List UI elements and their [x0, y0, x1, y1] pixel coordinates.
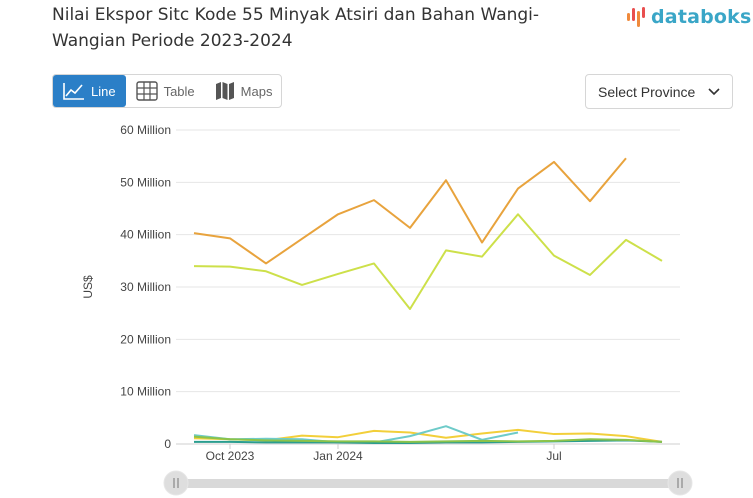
chart-title: Nilai Ekspor Sitc Kode 55 Minyak Atsiri …: [52, 5, 540, 51]
scrollbar-right-handle[interactable]: [667, 470, 693, 496]
x-tick-label: Jan 2024: [313, 449, 363, 463]
brand-name: databoks: [651, 6, 752, 28]
series-line-5[interactable]: [194, 439, 663, 444]
x-tick-label: Oct 2023: [206, 449, 255, 463]
y-tick-label: 0: [164, 437, 171, 451]
province-select-label: Select Province: [598, 83, 696, 100]
province-select[interactable]: Select Province: [585, 74, 733, 109]
series-line-1[interactable]: [193, 157, 627, 265]
tab-maps[interactable]: Maps: [205, 75, 283, 107]
series-line-2[interactable]: [193, 213, 663, 310]
drag-handle-icon: [173, 478, 179, 488]
line-chart-icon: [63, 83, 84, 100]
y-tick-label: 20 Million: [120, 332, 171, 346]
y-tick-label: 50 Million: [120, 175, 171, 189]
y-tick-label: 40 Million: [120, 228, 171, 242]
databoks-logo-icon: [627, 7, 645, 27]
tab-line-label: Line: [91, 83, 116, 99]
tab-table-label: Table: [163, 83, 195, 99]
x-tick-label: Jul: [546, 449, 561, 463]
map-icon: [215, 82, 234, 100]
view-tabs: Line Table Maps: [52, 74, 282, 108]
y-tick-label: 30 Million: [120, 280, 171, 294]
y-tick-label: 60 Million: [120, 123, 171, 137]
table-icon: [135, 81, 158, 101]
tab-table[interactable]: Table: [126, 75, 205, 107]
range-scrollbar[interactable]: [163, 470, 693, 496]
grid-lines: [176, 129, 680, 445]
chevron-down-icon: [708, 87, 720, 95]
drag-handle-icon: [677, 478, 683, 488]
tab-maps-label: Maps: [240, 83, 273, 99]
y-axis-ticks: 0 10 Million 20 Million 30 Million 40 Millio…: [120, 123, 171, 451]
series-lines: [193, 157, 663, 444]
tab-line[interactable]: Line: [53, 75, 126, 107]
y-axis-title: US$: [81, 275, 95, 299]
scrollbar-track[interactable]: [176, 479, 680, 488]
brand-logo[interactable]: databoks: [626, 4, 752, 30]
series-line-6[interactable]: [193, 435, 663, 443]
x-axis-ticks: Oct 2023 Jan 2024 Jul: [206, 444, 562, 463]
y-tick-label: 10 Million: [120, 385, 171, 399]
scrollbar-left-handle[interactable]: [163, 470, 189, 496]
